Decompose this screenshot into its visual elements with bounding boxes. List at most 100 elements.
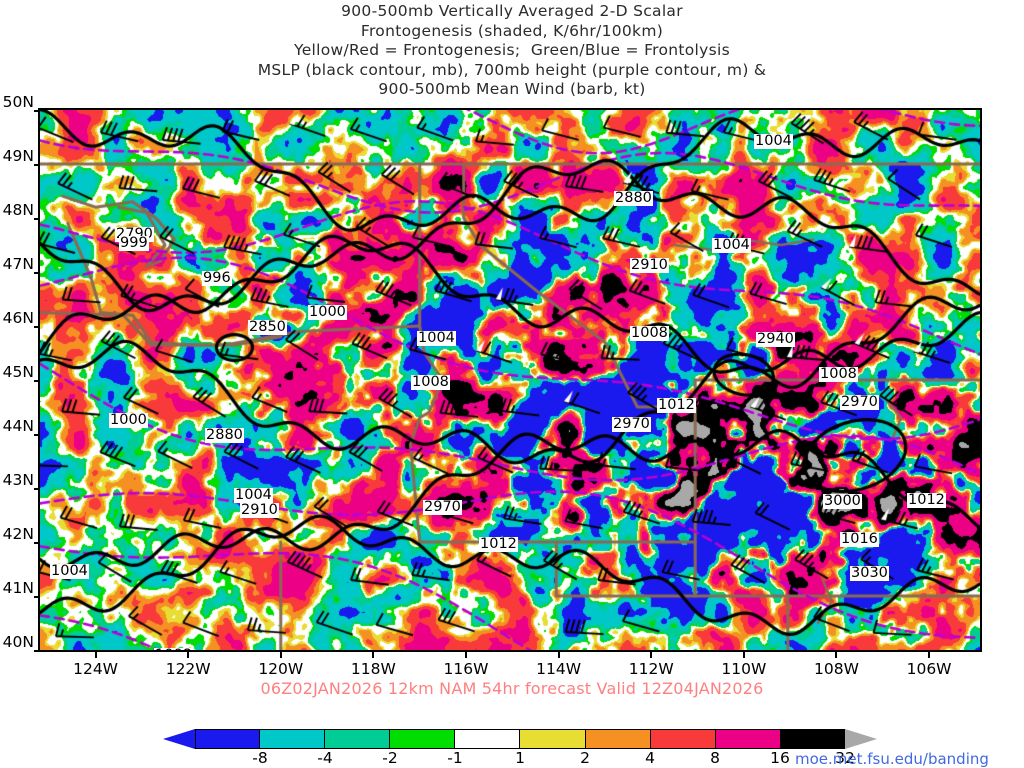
lat-tick-45N: 45N bbox=[2, 363, 34, 381]
contour-label: 2880 bbox=[205, 427, 244, 443]
title-line-5: 900-500mb Mean Wind (barb, kt) bbox=[378, 80, 646, 98]
contour-label: 1012 bbox=[657, 397, 696, 413]
lat-tick-mark bbox=[34, 272, 40, 274]
contour-label: 3030 bbox=[850, 565, 889, 581]
title-line-3: Yellow/Red = Frontogenesis; Green/Blue =… bbox=[293, 41, 730, 59]
contour-label: 1012 bbox=[479, 536, 518, 552]
lat-tick-48N: 48N bbox=[2, 201, 34, 219]
lon-tick-mark bbox=[279, 652, 282, 658]
colorbar-swatch-0 bbox=[195, 729, 260, 749]
lon-tick-mark bbox=[835, 652, 838, 658]
lat-tick-mark bbox=[34, 380, 40, 382]
lat-tick-mark bbox=[34, 434, 40, 436]
lon-tick-mark bbox=[372, 652, 375, 658]
lat-tick-50N: 50N bbox=[2, 93, 34, 111]
contour-label: 2880 bbox=[614, 190, 653, 206]
chart-title-block: 900-500mb Vertically Averaged 2-D Scalar… bbox=[0, 2, 1024, 100]
contour-label: 999 bbox=[119, 235, 149, 251]
contour-label: 1012 bbox=[907, 492, 946, 508]
title-line-4: MSLP (black contour, mb), 700mb height (… bbox=[257, 60, 767, 79]
lat-tick-mark bbox=[34, 542, 40, 544]
longitude-axis: 124W 122W 120W 118W 116W 114W 112W 110W 108W 106W bbox=[0, 652, 1024, 678]
colorbar bbox=[163, 729, 877, 750]
colorbar-swatch-2 bbox=[324, 729, 390, 749]
contour-label: 1000 bbox=[109, 412, 148, 428]
colorbar-tick-32: 32 bbox=[835, 749, 855, 767]
lat-tick-47N: 47N bbox=[2, 255, 34, 273]
contour-label: 2850 bbox=[248, 319, 287, 335]
contour-label: 3000 bbox=[823, 493, 862, 509]
lon-tick-122W: 122W bbox=[165, 660, 211, 678]
contour-label: 2970 bbox=[612, 416, 651, 432]
colorbar-swatch-4 bbox=[454, 729, 520, 749]
lon-tick-114W: 114W bbox=[536, 660, 582, 678]
colorbar-tick-8: 8 bbox=[710, 749, 720, 767]
lat-tick-41N: 41N bbox=[2, 579, 34, 597]
lat-tick-mark bbox=[34, 650, 40, 652]
contour-label: 1008 bbox=[819, 366, 858, 382]
title-line-1: 900-500mb Vertically Averaged 2-D Scalar bbox=[341, 2, 683, 20]
lon-tick-110W: 110W bbox=[721, 660, 767, 678]
colorbar-tick-labels: -8 -4 -2 -1 1 2 4 8 16 32 bbox=[163, 749, 877, 768]
colorbar-swatch-3 bbox=[389, 729, 455, 749]
contour-label: 2910 bbox=[240, 502, 279, 518]
colorbar-tick--8: -8 bbox=[252, 749, 268, 767]
lat-tick-mark bbox=[34, 596, 40, 598]
colorbar-tick-4: 4 bbox=[645, 749, 655, 767]
source-watermark: moe.met.fsu.edu/banding bbox=[795, 750, 989, 768]
contour-label: 2940 bbox=[756, 331, 795, 347]
lat-tick-mark bbox=[34, 164, 40, 166]
colorbar-right-arrow bbox=[845, 729, 877, 749]
contour-label: 2910 bbox=[630, 257, 669, 273]
contour-label: 1008 bbox=[411, 374, 450, 390]
lon-tick-mark bbox=[650, 652, 653, 658]
lat-tick-46N: 46N bbox=[2, 309, 34, 327]
colorbar-tick--1: -1 bbox=[447, 749, 463, 767]
contour-label: 1004 bbox=[417, 330, 456, 346]
contour-label: 1004 bbox=[50, 563, 89, 579]
contour-label: 2970 bbox=[423, 499, 462, 515]
colorbar-tick--4: -4 bbox=[317, 749, 333, 767]
colorbar-swatch-8 bbox=[714, 729, 780, 749]
forecast-caption: 06Z02JAN2026 12km NAM 54hr forecast Vali… bbox=[260, 679, 764, 698]
lon-tick-mark bbox=[187, 652, 190, 658]
lat-tick-mark bbox=[34, 488, 40, 490]
lat-tick-43N: 43N bbox=[2, 471, 34, 489]
contour-label: 2970 bbox=[840, 394, 879, 410]
title-line-2: Frontogenesis (shaded, K/6hr/100km) bbox=[360, 21, 664, 40]
contour-label: 1008 bbox=[154, 648, 193, 650]
contour-label: 1016 bbox=[840, 531, 879, 547]
colorbar-swatch-7 bbox=[649, 729, 715, 749]
colorbar-swatch-6 bbox=[584, 729, 650, 749]
lat-tick-mark bbox=[34, 218, 40, 220]
lat-tick-44N: 44N bbox=[2, 417, 34, 435]
colorbar-tick-1: 1 bbox=[515, 749, 525, 767]
colorbar-tick-2: 2 bbox=[580, 749, 590, 767]
colorbar-tick--2: -2 bbox=[382, 749, 398, 767]
lon-tick-112W: 112W bbox=[628, 660, 674, 678]
lat-tick-42N: 42N bbox=[2, 525, 34, 543]
colorbar-left-arrow bbox=[163, 729, 195, 749]
lon-tick-mark bbox=[742, 652, 745, 658]
latitude-axis: 50N 49N 48N 47N 46N 45N 44N 43N 42N 41N 40N bbox=[0, 93, 1024, 652]
lat-tick-mark bbox=[34, 326, 40, 328]
colorbar-swatch-9 bbox=[779, 729, 845, 749]
lon-tick-mark bbox=[94, 652, 97, 658]
lon-tick-108W: 108W bbox=[813, 660, 859, 678]
contour-label: 996 bbox=[202, 270, 232, 286]
lat-tick-40N: 40N bbox=[2, 633, 34, 651]
colorbar-swatch-5 bbox=[519, 729, 585, 749]
lat-tick-49N: 49N bbox=[2, 147, 34, 165]
contour-label: 1004 bbox=[754, 133, 793, 149]
lat-tick-mark bbox=[34, 110, 40, 112]
colorbar-swatches bbox=[195, 729, 845, 749]
lon-tick-118W: 118W bbox=[350, 660, 396, 678]
lon-tick-116W: 116W bbox=[443, 660, 489, 678]
frontogenesis-map-plot[interactable]: 2790 999 996 1000 2850 2880 1004 2910 1004 1008 29… bbox=[38, 108, 982, 652]
lon-tick-mark bbox=[557, 652, 560, 658]
colorbar-tick-16: 16 bbox=[770, 749, 790, 767]
lon-tick-120W: 120W bbox=[258, 660, 304, 678]
lon-tick-mark bbox=[465, 652, 467, 658]
lon-tick-106W: 106W bbox=[906, 660, 952, 678]
contour-label: 1008 bbox=[630, 325, 669, 341]
